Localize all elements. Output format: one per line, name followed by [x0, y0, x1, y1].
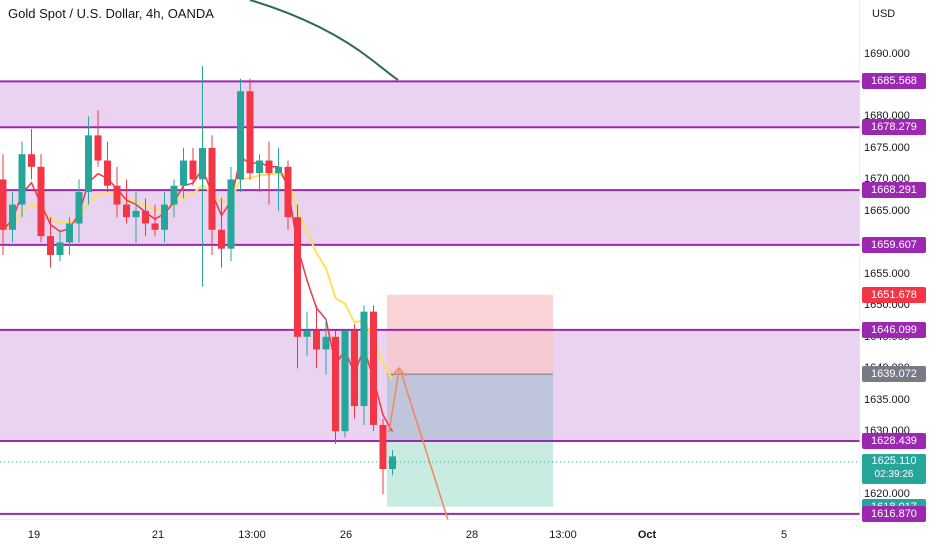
stop-loss-zone[interactable]	[387, 294, 553, 375]
candle-1[interactable]	[9, 192, 16, 243]
take-profit-zone[interactable]	[387, 441, 553, 507]
candle-2[interactable]	[18, 141, 26, 218]
horizontal-levels	[0, 80, 860, 515]
zone-0	[0, 81, 860, 128]
time-tick: Oct	[637, 529, 657, 541]
level-label[interactable]: 1685.568	[862, 73, 926, 90]
time-tick: 19	[27, 529, 41, 541]
level-label[interactable]: 1668.291	[862, 182, 926, 199]
candle-32[interactable]	[303, 311, 311, 356]
candle-33[interactable]	[313, 305, 320, 369]
candle-27[interactable]	[256, 154, 263, 193]
price-tick: 1635.000	[864, 393, 910, 406]
candle-8[interactable]	[75, 179, 83, 243]
retest-arrow-head-icon	[391, 366, 407, 377]
candle-22[interactable]	[208, 135, 216, 255]
candle-20[interactable]	[189, 147, 197, 186]
candle-36[interactable]	[341, 330, 349, 438]
entry-zone[interactable]	[387, 374, 553, 442]
candle-21[interactable]	[199, 66, 206, 287]
candle-13[interactable]	[123, 179, 130, 224]
candle-12[interactable]	[113, 166, 121, 218]
time-tick: 26	[339, 529, 353, 541]
candle-4[interactable]	[37, 154, 45, 243]
candle-31[interactable]	[294, 204, 301, 369]
candle-35[interactable]	[332, 330, 339, 444]
support-resistance-zones	[0, 81, 860, 442]
candle-38[interactable]	[360, 305, 368, 425]
ema-slow-line[interactable]	[2, 172, 394, 381]
level-label[interactable]: 1659.607	[862, 236, 926, 253]
zone-1	[0, 190, 860, 245]
short-position-tool	[387, 294, 553, 507]
ema-long-line[interactable]	[249, 0, 399, 81]
time-tick: 21	[151, 529, 165, 541]
candle-34[interactable]	[322, 317, 330, 375]
candlesticks	[0, 66, 396, 495]
candle-19[interactable]	[180, 147, 187, 199]
candle-6[interactable]	[56, 229, 64, 262]
candle-9[interactable]	[85, 116, 92, 205]
current-price-label: 1625.110 02:39:26	[862, 454, 926, 485]
candle-26[interactable]	[246, 78, 254, 180]
candle-40[interactable]	[379, 418, 387, 495]
candle-3[interactable]	[28, 129, 35, 180]
candle-23[interactable]	[218, 198, 225, 268]
retest-arrow	[388, 369, 400, 433]
candle-30[interactable]	[284, 160, 292, 230]
candle-0[interactable]	[0, 154, 7, 255]
projection-arrows	[388, 366, 449, 521]
price-tick: 1665.000	[864, 204, 910, 217]
candle-25[interactable]	[237, 78, 244, 193]
currency-label: USD	[872, 8, 896, 20]
current-price-value: 1625.110	[871, 455, 917, 468]
candle-18[interactable]	[170, 179, 178, 218]
candle-16[interactable]	[151, 204, 159, 237]
level-label[interactable]: 1678.279	[862, 119, 926, 136]
candle-15[interactable]	[142, 198, 149, 237]
candle-29[interactable]	[275, 147, 282, 211]
price-tick: 1655.000	[864, 267, 910, 280]
candle-14[interactable]	[132, 192, 140, 243]
level-label[interactable]: 1646.099	[862, 321, 926, 338]
level-label[interactable]: 1616.870	[862, 505, 926, 522]
level-label[interactable]: 1639.072	[862, 366, 926, 383]
time-tick: 5	[780, 529, 788, 541]
candle-28[interactable]	[265, 141, 273, 205]
candle-39[interactable]	[370, 305, 377, 432]
time-tick: 13:00	[238, 529, 266, 541]
time-tick: 13:00	[549, 529, 577, 541]
candle-11[interactable]	[104, 141, 111, 193]
candle-41[interactable]	[389, 450, 396, 476]
time-tick: 28	[465, 529, 479, 541]
price-tick: 1690.000	[864, 47, 910, 60]
level-label[interactable]: 1628.439	[862, 433, 926, 450]
candle-37[interactable]	[351, 324, 358, 419]
target-arrow	[400, 371, 449, 521]
chart-title: Gold Spot / U.S. Dollar, 4h, OANDA	[8, 6, 214, 21]
level-label[interactable]: 1651.678	[862, 286, 926, 303]
price-tick: 1620.000	[864, 488, 910, 501]
price-tick: 1675.000	[864, 141, 910, 154]
candle-24[interactable]	[227, 166, 235, 262]
candle-10[interactable]	[94, 110, 102, 167]
candle-countdown: 02:39:26	[874, 469, 914, 481]
time-axis-bg	[0, 520, 860, 550]
candle-5[interactable]	[47, 217, 54, 268]
candle-7[interactable]	[66, 217, 73, 255]
candle-17[interactable]	[161, 192, 168, 243]
